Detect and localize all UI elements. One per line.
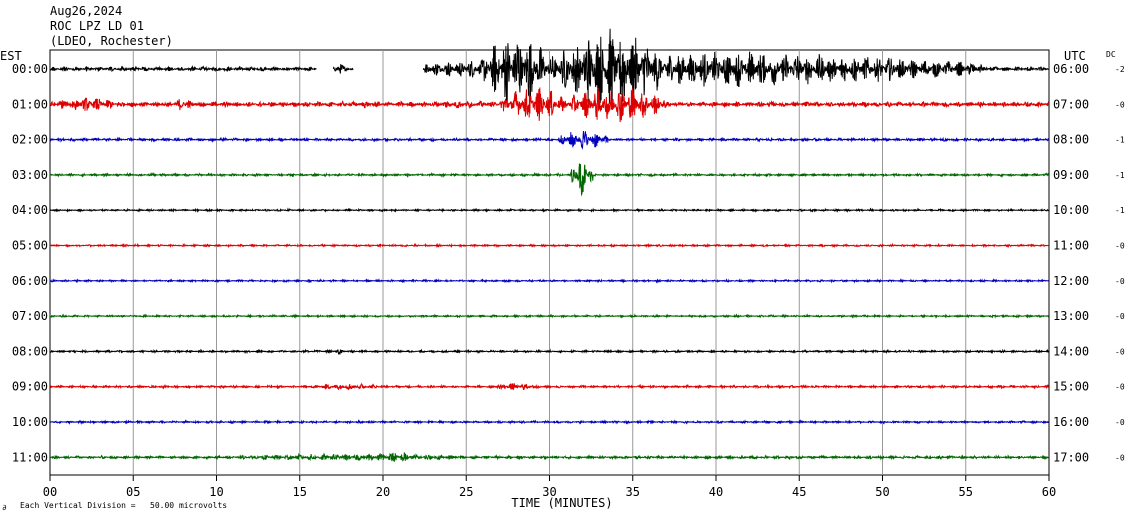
dc-offset-label: -1 — [1115, 171, 1125, 180]
row-labels: 00:00 06:00 -2 01:00 07:00 -0 02:00 08:00 -1 03:0… — [12, 62, 1125, 464]
utc-hour-label: 08:00 — [1053, 133, 1089, 147]
trace-line-1100 — [49, 452, 1050, 462]
dc-offset-label: -0 — [1115, 277, 1125, 286]
est-hour-label: 08:00 — [12, 344, 48, 358]
trace-line-0300 — [49, 163, 1050, 197]
est-hour-label: 09:00 — [12, 380, 48, 394]
x-tick-label: 55 — [959, 485, 973, 499]
dc-offset-label: -0 — [1115, 418, 1125, 427]
trace-line-0800 — [49, 348, 1049, 355]
x-tick-label: 20 — [376, 485, 390, 499]
est-hour-label: 03:00 — [12, 168, 48, 182]
footnote-text: Each Vertical Division = 50.00 microvolt… — [20, 501, 227, 510]
dc-offset-label: -0 — [1115, 100, 1125, 109]
utc-hour-label: 13:00 — [1053, 309, 1089, 323]
dc-label: DC — [1106, 50, 1116, 59]
x-tick-label: 25 — [459, 485, 473, 499]
utc-hour-label: 06:00 — [1053, 62, 1089, 76]
trace-line-0400 — [49, 207, 1050, 214]
x-tick-label: 30 — [542, 485, 556, 499]
est-hour-label: 10:00 — [12, 415, 48, 429]
x-tick-label: 00 — [43, 485, 57, 499]
est-hour-label: 05:00 — [12, 239, 48, 253]
trace-group — [49, 28, 1050, 462]
est-hour-label: 07:00 — [12, 309, 48, 323]
x-tick-label: 10 — [209, 485, 223, 499]
trace-line-1000 — [49, 419, 1049, 425]
x-tick-label: 15 — [293, 485, 307, 499]
dc-offset-label: -0 — [1115, 312, 1125, 321]
utc-hour-label: 09:00 — [1053, 168, 1089, 182]
dc-offset-label: -0 — [1115, 242, 1125, 251]
utc-hour-label: 17:00 — [1053, 450, 1089, 464]
dc-offset-label: -0 — [1115, 383, 1125, 392]
est-hour-label: 00:00 — [12, 62, 48, 76]
dc-offset-label: -1 — [1115, 136, 1125, 145]
trace-line-0200 — [49, 131, 1050, 150]
x-tick-label: 60 — [1042, 485, 1056, 499]
footnote: ∂ Each Vertical Division = 50.00 microvo… — [2, 501, 227, 512]
est-hour-label: 02:00 — [12, 133, 48, 147]
x-tick-label: 45 — [792, 485, 806, 499]
title-station: ROC LPZ LD 01 — [50, 19, 144, 33]
trace-line-0900 — [49, 382, 1050, 391]
est-hour-label: 06:00 — [12, 274, 48, 288]
dc-offset-label: -0 — [1115, 347, 1125, 356]
vertical-gridlines — [132, 50, 967, 475]
x-tick-label: 40 — [709, 485, 723, 499]
x-axis-title: TIME (MINUTES) — [511, 496, 612, 510]
trace-line-0700 — [49, 313, 1050, 319]
title-network: (LDEO, Rochester) — [50, 34, 173, 48]
trace-line-0500 — [49, 242, 1049, 249]
x-axis: 00 05 10 15 20 25 30 35 40 45 50 55 60 — [43, 475, 1056, 499]
est-axis-label: EST — [0, 49, 22, 63]
footnote-glyph: ∂ — [2, 503, 7, 512]
est-hour-label: 11:00 — [12, 450, 48, 464]
utc-axis-label: UTC — [1064, 49, 1086, 63]
title-block: Aug26,2024 ROC LPZ LD 01 (LDEO, Rocheste… — [50, 4, 173, 48]
dc-offset-label: -0 — [1115, 453, 1125, 462]
x-tick-label: 05 — [126, 485, 140, 499]
x-tick-label: 50 — [875, 485, 889, 499]
est-hour-label: 01:00 — [12, 97, 48, 111]
dc-offset-label: -2 — [1115, 65, 1125, 74]
trace-line-0600 — [49, 277, 1049, 284]
utc-hour-label: 10:00 — [1053, 203, 1089, 217]
dc-offset-label: -1 — [1115, 206, 1125, 215]
trace-line-0000 — [49, 28, 1049, 109]
utc-hour-label: 15:00 — [1053, 380, 1089, 394]
est-hour-label: 04:00 — [12, 203, 48, 217]
x-tick-label: 35 — [626, 485, 640, 499]
utc-hour-label: 07:00 — [1053, 97, 1089, 111]
utc-hour-label: 11:00 — [1053, 239, 1089, 253]
utc-hour-label: 14:00 — [1053, 344, 1089, 358]
utc-hour-label: 12:00 — [1053, 274, 1089, 288]
utc-hour-label: 16:00 — [1053, 415, 1089, 429]
title-date: Aug26,2024 — [50, 4, 122, 18]
trace-line-0100 — [49, 87, 1050, 123]
